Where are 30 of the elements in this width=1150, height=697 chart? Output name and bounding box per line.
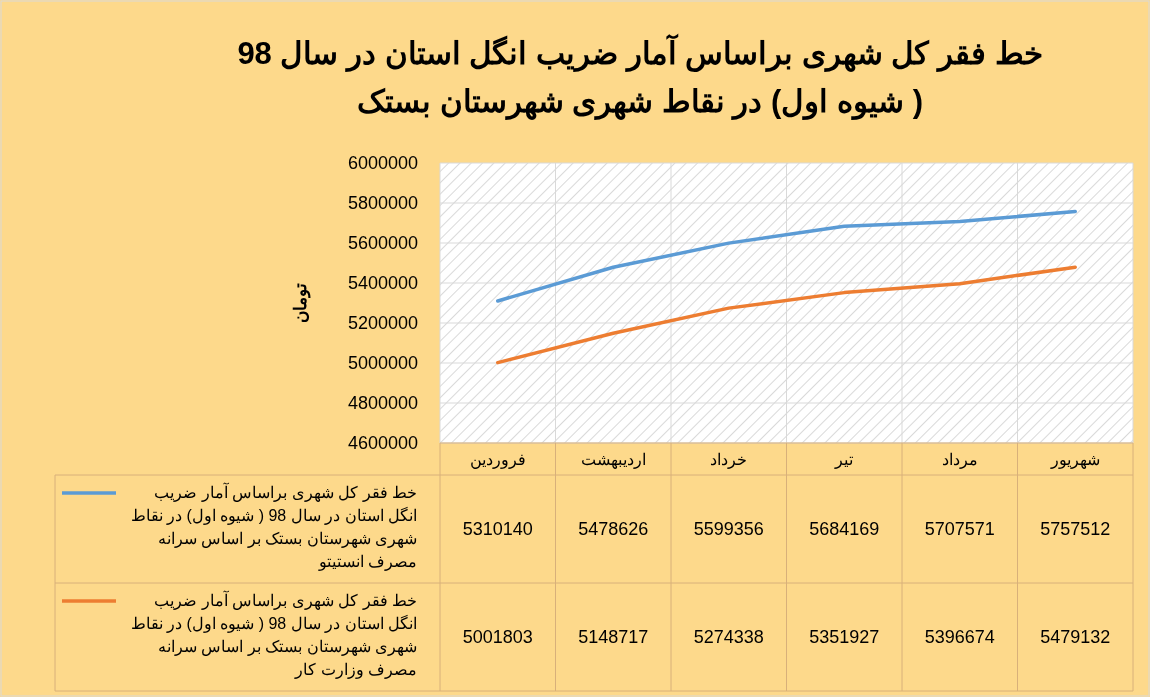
legend-label: خط فقر کل شهری براساس آمار ضریب انگل استان در سال 98 ( شیوه اول) در نقاط شهری شهرستان بستک بر اساس سرانه مصرف وزارت کار bbox=[129, 589, 417, 681]
x-tick-label: تیر bbox=[834, 450, 854, 469]
data-label: 5351927 bbox=[809, 627, 880, 647]
data-label: 5396674 bbox=[924, 627, 995, 647]
x-tick-label: اردیبهشت bbox=[580, 450, 646, 469]
data-label: 5478626 bbox=[578, 519, 649, 539]
data-label: 5707571 bbox=[924, 519, 995, 539]
x-tick-label: فروردین bbox=[469, 450, 526, 469]
legend-label: خط فقر کل شهری براساس آمار ضریب انگل استان در سال 98 ( شیوه اول) در نقاط شهری شهرستان بستک بر اساس سرانه مصرف انستیتو bbox=[129, 481, 417, 573]
data-label: 5001803 bbox=[462, 627, 533, 647]
y-tick-label: 5200000 bbox=[347, 313, 418, 333]
x-tick-label: مرداد bbox=[941, 450, 978, 469]
data-label: 5599356 bbox=[693, 519, 764, 539]
data-label: 5148717 bbox=[578, 627, 649, 647]
y-tick-label: 5400000 bbox=[347, 273, 418, 293]
chart-title: خط فقر کل شهری براساس آمار ضریب انگل استان در سال 98 ( شیوه اول) در نقاط شهری شهرستان بستک bbox=[236, 33, 1044, 122]
data-label: 5310140 bbox=[462, 519, 533, 539]
x-tick-label: خرداد bbox=[710, 450, 748, 469]
data-label: 5757512 bbox=[1040, 519, 1111, 539]
x-tick-label: شهریور bbox=[1049, 450, 1100, 469]
y-tick-label: 5800000 bbox=[347, 193, 418, 213]
y-tick-label: 4600000 bbox=[347, 433, 418, 453]
y-tick-label: 5000000 bbox=[347, 353, 418, 373]
y-tick-label: 4800000 bbox=[347, 393, 418, 413]
data-label: 5274338 bbox=[693, 627, 764, 647]
y-axis-title: تومان bbox=[290, 283, 311, 323]
data-label: 5684169 bbox=[809, 519, 880, 539]
y-tick-label: 6000000 bbox=[347, 153, 418, 173]
data-label: 5479132 bbox=[1040, 627, 1111, 647]
y-tick-label: 5600000 bbox=[347, 233, 418, 253]
